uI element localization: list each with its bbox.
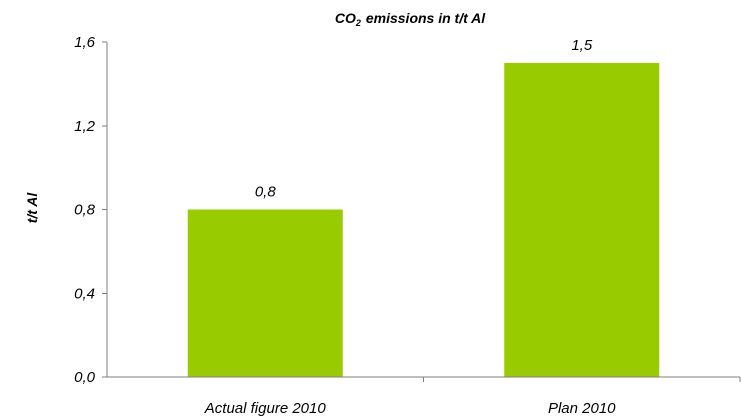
- y-axis-tick-label: 1,6: [74, 34, 96, 51]
- y-axis-tick-label: 0,4: [74, 285, 95, 302]
- chart-title-prefix: CO: [335, 10, 356, 26]
- chart-title-suffix: emissions in t/t Al: [366, 10, 486, 26]
- chart-title-subscript: 2: [355, 18, 361, 28]
- y-axis-title: t/t Al: [24, 192, 40, 224]
- y-axis-tick-labels: 0,0 0,4 0,8 1,2 1,6: [74, 34, 96, 386]
- y-axis-tick-label: 0,8: [74, 202, 96, 219]
- y-axis-tick-label: 0,0: [74, 369, 96, 386]
- bar-series: [187, 62, 660, 377]
- chart-title: CO2 emissions in t/t Al: [335, 10, 486, 28]
- data-labels: 0,8 1,5: [255, 37, 593, 201]
- data-label: 1,5: [571, 37, 593, 54]
- x-axis-category-label: Plan 2010: [548, 400, 616, 417]
- x-axis-ticks: [423, 377, 741, 382]
- bar: [187, 209, 343, 377]
- y-axis-ticks: [102, 41, 107, 378]
- x-axis-category-label: Actual figure 2010: [204, 400, 327, 417]
- bar: [504, 62, 660, 377]
- y-axis-tick-label: 1,2: [74, 118, 96, 135]
- x-axis-category-labels: Actual figure 2010 Plan 2010: [204, 400, 616, 417]
- data-label: 0,8: [255, 184, 277, 201]
